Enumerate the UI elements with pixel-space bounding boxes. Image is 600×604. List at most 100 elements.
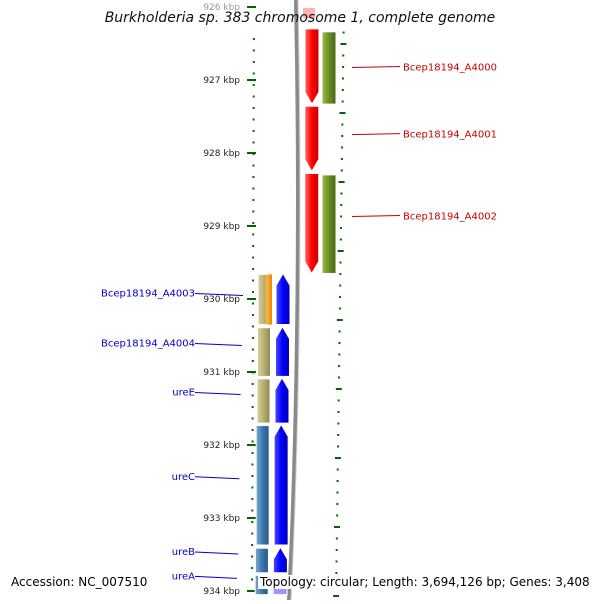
track-major-tick (333, 595, 340, 597)
track-major-tick (335, 388, 342, 390)
track-major-tick (337, 250, 344, 252)
track-minor-tick (340, 158, 343, 160)
axis-major-tick (247, 444, 256, 446)
axis-minor-tick (251, 383, 254, 385)
gene-label-reverse: ureC (172, 472, 195, 483)
axis-tick-label: 926 kbp (203, 3, 240, 13)
gene-label-forward: Bcep18194_A4001 (403, 130, 497, 141)
track-minor-tick (342, 54, 345, 57)
gene-label-leader (351, 65, 401, 68)
track-minor-tick (337, 376, 340, 379)
axis-minor-tick (251, 417, 254, 420)
track-minor-tick (341, 100, 344, 103)
axis-minor-tick (252, 222, 255, 224)
track-minor-tick (338, 365, 341, 367)
axis-minor-tick (252, 233, 255, 236)
axis-minor-tick (251, 348, 254, 351)
genome-summary-text: Topology: circular; Length: 3,694,126 bp… (258, 575, 592, 589)
gene-label-reverse: ureB (172, 547, 195, 558)
axis-tick-label: 928 kbp (203, 149, 240, 159)
gene-label-leader (351, 133, 401, 136)
axis-minor-tick (251, 302, 254, 305)
axis-minor-tick (251, 544, 254, 546)
axis-minor-tick (252, 187, 255, 190)
track-minor-tick (338, 330, 341, 333)
axis-major-tick (247, 371, 256, 373)
track-minor-tick (336, 491, 339, 494)
track-minor-tick (336, 514, 339, 517)
track-minor-tick (342, 66, 345, 68)
gene-label-reverse: Bcep18194_A4004 (101, 339, 195, 350)
gene-label-leader (194, 551, 239, 555)
track-minor-tick (338, 342, 341, 344)
track-minor-tick (339, 238, 342, 241)
gene-label-leader (194, 343, 242, 347)
gene-label-leader (194, 575, 238, 579)
axis-minor-tick (252, 256, 255, 259)
track-minor-tick (339, 296, 342, 298)
track-minor-tick (339, 261, 342, 264)
gene-label-leader (194, 476, 240, 480)
track-minor-tick (336, 468, 339, 471)
axis-minor-tick (251, 498, 254, 500)
axis-minor-tick (251, 567, 254, 569)
axis-minor-tick (252, 279, 255, 282)
axis-minor-tick (252, 164, 255, 167)
axis-minor-tick (252, 49, 255, 52)
track-minor-tick (338, 307, 341, 310)
track-minor-tick (340, 169, 343, 172)
feature-bar-reverse (256, 327, 271, 377)
axis-minor-tick (251, 475, 254, 477)
axis-minor-tick (252, 291, 255, 293)
axis-major-tick (247, 298, 256, 300)
accession-text: Accession: NC_007510 (9, 575, 150, 589)
track-minor-tick (340, 204, 343, 206)
axis-tick-label: 929 kbp (203, 222, 240, 232)
track-minor-tick (336, 480, 339, 482)
track-minor-tick (340, 192, 343, 195)
axis-tick-label: 932 kbp (203, 441, 240, 451)
track-major-tick (340, 43, 347, 45)
gene-arrow-forward (304, 172, 320, 275)
axis-tick-label: 927 kbp (203, 76, 240, 86)
gene-arrow-reverse (274, 325, 290, 377)
axis-minor-tick (251, 337, 254, 339)
axis-minor-tick (251, 440, 254, 443)
axis-minor-tick (252, 268, 255, 270)
backbone-highlight (290, 0, 301, 601)
axis-minor-tick (251, 521, 254, 523)
axis-major-tick (247, 152, 256, 154)
axis-minor-tick (251, 578, 254, 581)
axis-minor-tick (251, 394, 254, 397)
axis-minor-tick (251, 325, 254, 328)
axis-minor-tick (251, 532, 254, 535)
gene-arrow-forward (304, 105, 320, 173)
track-minor-tick (337, 445, 340, 448)
axis-minor-tick (251, 452, 254, 454)
track-minor-tick (339, 284, 342, 287)
feature-bar-reverse (255, 425, 270, 546)
feature-bar-forward (321, 174, 337, 274)
gene-label-reverse: Bcep18194_A4003 (101, 288, 195, 299)
track-minor-tick (341, 123, 344, 126)
gene-label-reverse: ureE (172, 387, 195, 398)
axis-minor-tick (252, 176, 255, 178)
axis-minor-tick (251, 486, 254, 489)
gene-label-leader (351, 214, 401, 217)
track-major-tick (339, 112, 346, 114)
track-major-tick (336, 319, 343, 321)
track-minor-tick (335, 537, 338, 540)
axis-minor-tick (251, 406, 254, 408)
track-minor-tick (342, 31, 345, 34)
axis-minor-tick (251, 314, 254, 316)
axis-minor-tick (252, 38, 255, 40)
axis-major-tick (247, 225, 256, 227)
gene-arrow-forward (304, 28, 320, 106)
feature-bar-reverse (256, 378, 271, 424)
backbone-line (287, 0, 300, 601)
track-minor-tick (335, 560, 338, 563)
feature-bar-reverse (254, 547, 269, 574)
axis-tick-label: 930 kbp (203, 295, 240, 305)
axis-minor-tick (252, 118, 255, 121)
